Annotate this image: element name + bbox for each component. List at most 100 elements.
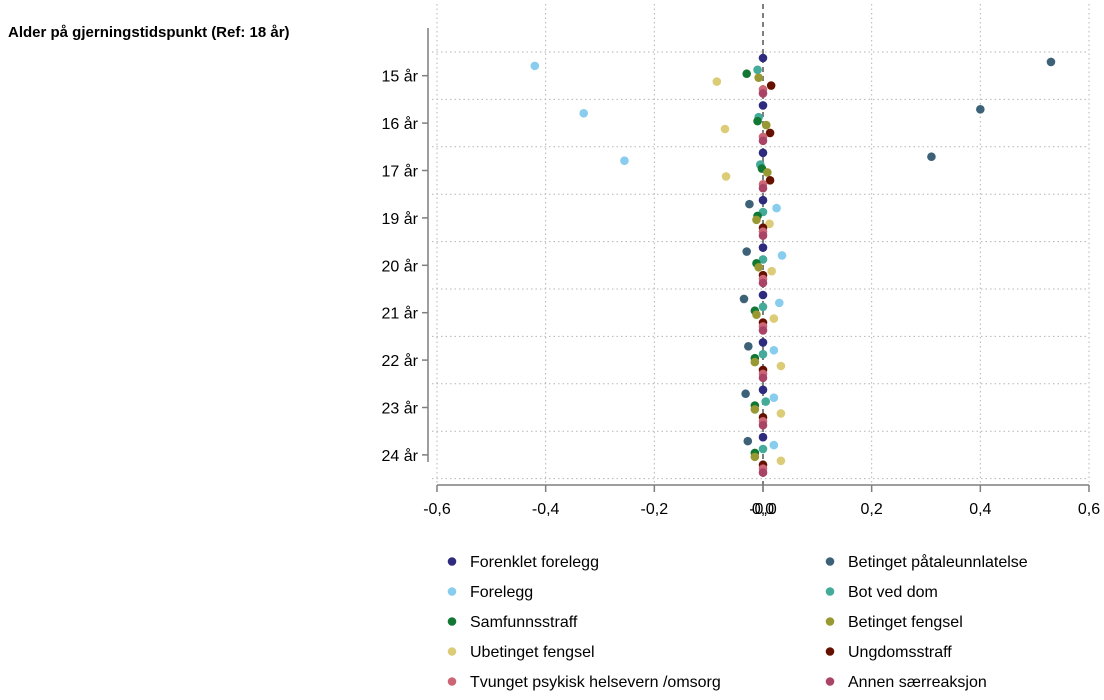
data-point xyxy=(758,420,768,430)
data-point xyxy=(758,338,768,347)
data-point xyxy=(758,231,768,240)
legend-swatch xyxy=(825,617,835,626)
data-point xyxy=(769,345,779,355)
data-point xyxy=(765,128,775,138)
legend: Forenklet forelegg Betinget påtaleunnlate… xyxy=(447,553,1028,691)
legend-item: Samfunnsstraff xyxy=(447,614,578,631)
data-point xyxy=(758,373,768,383)
y-tick-labels: 15 år 16 år 17 år 19 år 20 år 21 år 22 år 23 år… xyxy=(382,68,419,465)
data-point xyxy=(620,156,629,165)
data-point xyxy=(761,120,771,130)
legend-item: Forenklet forelegg xyxy=(447,554,599,571)
legend-label: Forenklet forelegg xyxy=(470,554,599,571)
data-point xyxy=(776,361,786,371)
legend-swatch xyxy=(825,677,835,686)
x-tick-label: 0,2 xyxy=(861,501,883,518)
y-tick-label: 23 år xyxy=(382,400,419,418)
x-tick-label: 0,4 xyxy=(969,501,991,518)
data-point xyxy=(753,116,762,126)
legend-swatch xyxy=(447,677,457,686)
data-point xyxy=(712,77,722,86)
data-point xyxy=(742,69,751,79)
data-point xyxy=(758,53,768,63)
legend-item: Bot ved dom xyxy=(825,584,938,601)
legend-item: Ungdomsstraff xyxy=(825,644,952,661)
data-point xyxy=(758,326,768,335)
data-point xyxy=(745,199,754,209)
legend-swatch xyxy=(447,557,457,566)
data-point xyxy=(1046,57,1056,67)
data-point xyxy=(765,176,775,185)
legend-label: Ubetinget fengsel xyxy=(470,644,595,661)
y-tick-label: 20 år xyxy=(382,257,419,275)
legend-label: Ungdomsstraff xyxy=(848,644,952,661)
data-point xyxy=(530,61,540,71)
legend-swatch xyxy=(825,647,835,656)
data-points xyxy=(530,53,1056,477)
x-tick-label: 0,6 xyxy=(1078,501,1100,518)
legend-label: Betinget påtaleunnlatelse xyxy=(848,553,1028,571)
data-point xyxy=(741,389,750,399)
data-point xyxy=(742,247,751,256)
data-point xyxy=(976,105,985,114)
x-tick-label: -0,2 xyxy=(641,501,669,518)
data-point xyxy=(758,468,768,477)
data-point xyxy=(772,203,781,213)
data-point xyxy=(769,314,779,323)
data-point xyxy=(775,298,784,308)
x-tick-labels: -0,6 -0,4 -0,2 -0,00,0 0,2 0,4 0,6 xyxy=(423,501,1100,518)
data-point xyxy=(750,452,760,462)
data-point xyxy=(767,266,776,276)
data-point xyxy=(758,101,768,110)
data-point xyxy=(750,405,760,414)
data-point xyxy=(758,195,768,205)
legend-item: Betinget fengsel xyxy=(825,614,963,631)
legend-swatch xyxy=(825,587,835,596)
data-point xyxy=(758,290,768,300)
data-point xyxy=(766,81,776,90)
legend-item: Annen særreaksjon xyxy=(825,674,987,691)
x-tick-label: -0,4 xyxy=(532,501,560,518)
legend-item: Forelegg xyxy=(447,584,533,601)
legend-item: Ubetinget fengsel xyxy=(447,644,595,661)
data-point xyxy=(758,136,768,146)
data-point xyxy=(721,172,731,181)
data-point xyxy=(769,393,779,402)
data-point xyxy=(761,397,771,406)
data-point xyxy=(739,294,749,304)
data-point xyxy=(758,89,768,98)
data-point xyxy=(758,255,768,264)
data-point xyxy=(777,251,787,260)
y-tick-label: 21 år xyxy=(382,305,419,323)
data-point xyxy=(758,278,768,288)
data-point xyxy=(758,243,768,252)
data-point xyxy=(758,444,768,454)
legend-swatch xyxy=(447,617,457,626)
x-tick-label: -0,6 xyxy=(423,501,451,518)
data-point xyxy=(758,148,768,158)
legend-swatch xyxy=(447,647,457,656)
y-tick-label: 16 år xyxy=(382,115,419,133)
data-point xyxy=(758,302,768,312)
legend-swatch xyxy=(447,587,457,596)
y-tick-label: 22 år xyxy=(382,352,419,370)
data-point xyxy=(776,409,786,418)
y-tick-label: 15 år xyxy=(382,68,419,86)
y-axis-title: Alder på gjerningstidspunkt (Ref: 18 år) xyxy=(8,24,290,41)
data-point xyxy=(754,73,763,82)
legend-label: Samfunnsstraff xyxy=(470,614,578,631)
y-tick-label: 19 år xyxy=(382,210,419,228)
legend-label: Betinget fengsel xyxy=(848,614,963,631)
data-point xyxy=(758,432,768,442)
data-point xyxy=(776,456,786,466)
grid-lines xyxy=(432,4,1090,485)
data-point xyxy=(753,65,762,75)
data-point xyxy=(758,349,768,359)
legend-label: Bot ved dom xyxy=(848,584,938,601)
data-point xyxy=(765,219,774,229)
data-point xyxy=(750,357,760,367)
data-point xyxy=(763,168,772,177)
data-point xyxy=(754,262,763,272)
data-point xyxy=(744,342,753,351)
